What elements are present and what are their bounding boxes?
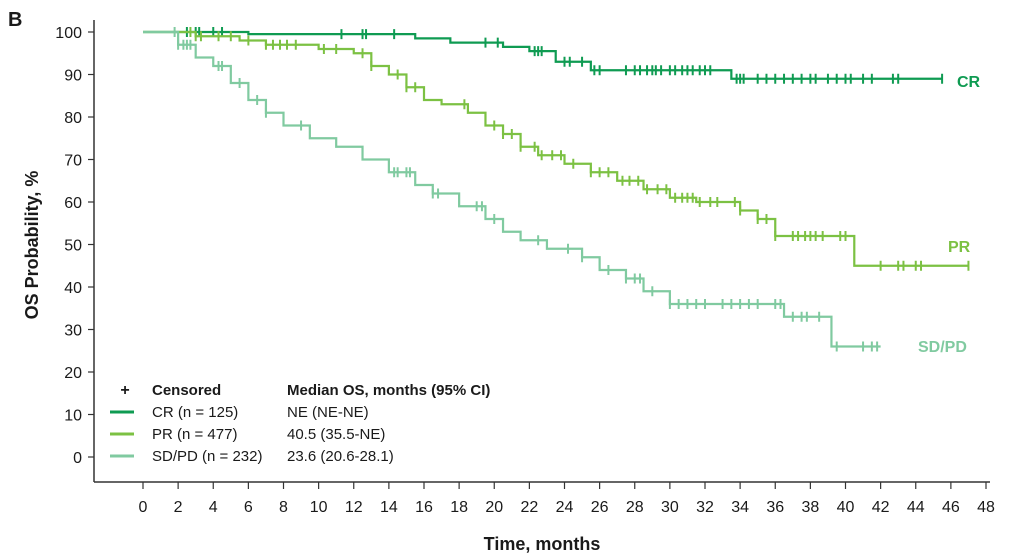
x-tick-label: 42 bbox=[872, 499, 890, 516]
x-tick-label: 16 bbox=[415, 499, 433, 516]
y-tick-label: 70 bbox=[64, 153, 82, 170]
x-tick-label: 26 bbox=[591, 499, 609, 516]
x-tick-label: 0 bbox=[139, 499, 148, 516]
legend-median-cr: NE (NE-NE) bbox=[287, 404, 369, 421]
x-tick-label: 30 bbox=[661, 499, 679, 516]
legend-median-header: Median OS, months (95% CI) bbox=[287, 382, 490, 399]
x-tick-label: 8 bbox=[279, 499, 288, 516]
x-tick-label: 14 bbox=[380, 499, 398, 516]
legend-label-sdpd: SD/PD (n = 232) bbox=[152, 448, 262, 465]
curve-label-cr: CR bbox=[957, 74, 981, 91]
legend-label-pr: PR (n = 477) bbox=[152, 426, 237, 443]
km-curve-cr bbox=[143, 30, 943, 80]
panel-label: B bbox=[8, 9, 22, 31]
y-tick-label: 20 bbox=[64, 365, 82, 382]
legend-median-pr: 40.5 (35.5-NE) bbox=[287, 426, 385, 443]
x-tick-label: 36 bbox=[766, 499, 784, 516]
x-tick-label: 6 bbox=[244, 499, 253, 516]
y-axis-label: OS Probability, % bbox=[22, 171, 42, 320]
curve-label-sdpd: SD/PD bbox=[918, 339, 967, 356]
censored-icon: + bbox=[120, 382, 129, 399]
y-tick-label: 30 bbox=[64, 323, 82, 340]
x-tick-label: 10 bbox=[310, 499, 328, 516]
legend-censored-label: Censored bbox=[152, 382, 221, 399]
y-tick-label: 50 bbox=[64, 238, 82, 255]
x-tick-label: 38 bbox=[801, 499, 819, 516]
x-tick-label: 20 bbox=[485, 499, 503, 516]
x-tick-label: 28 bbox=[626, 499, 644, 516]
x-tick-label: 40 bbox=[837, 499, 855, 516]
y-tick-label: 10 bbox=[64, 408, 82, 425]
km-curve-pr bbox=[143, 30, 969, 267]
x-tick-label: 24 bbox=[556, 499, 574, 516]
x-tick-label: 44 bbox=[907, 499, 925, 516]
y-tick-label: 80 bbox=[64, 110, 82, 127]
x-tick-label: 32 bbox=[696, 499, 714, 516]
legend: + Censored Median OS, months (95% CI) CR… bbox=[110, 382, 490, 465]
x-tick-label: 48 bbox=[977, 499, 995, 516]
y-tick-label: 60 bbox=[64, 195, 82, 212]
legend-median-sdpd: 23.6 (20.6-28.1) bbox=[287, 448, 394, 465]
x-tick-label: 22 bbox=[520, 499, 538, 516]
x-tick-label: 18 bbox=[450, 499, 468, 516]
curve-label-pr: PR bbox=[948, 239, 971, 256]
x-axis-label: Time, months bbox=[484, 534, 601, 554]
x-tick-label: 2 bbox=[174, 499, 183, 516]
y-tick-label: 100 bbox=[55, 25, 82, 42]
legend-label-cr: CR (n = 125) bbox=[152, 404, 238, 421]
x-tick-label: 34 bbox=[731, 499, 749, 516]
x-tick-label: 46 bbox=[942, 499, 960, 516]
x-tick-label: 12 bbox=[345, 499, 363, 516]
y-tick-label: 0 bbox=[73, 450, 82, 467]
x-tick-label: 4 bbox=[209, 499, 218, 516]
y-tick-label: 40 bbox=[64, 280, 82, 297]
y-tick-label: 90 bbox=[64, 68, 82, 85]
